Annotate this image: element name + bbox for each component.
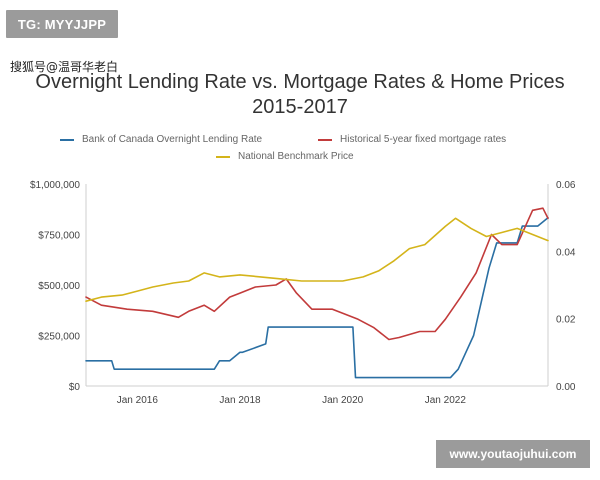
sohu-watermark: 搜狐号@温哥华老白: [10, 60, 119, 74]
legend: Bank of Canada Overnight Lending Rate Hi…: [0, 132, 600, 166]
y-right-tick-label: 0.02: [556, 315, 576, 326]
series-line-mortgage-rate: [85, 207, 549, 341]
legend-label-mortgage-rate: Historical 5-year fixed mortgage rates: [340, 134, 507, 145]
legend-swatch-mortgage-rate: [318, 138, 332, 141]
chart-title: Overnight Lending Rate vs. Mortgage Rate…: [35, 71, 565, 93]
y-left-tick-label: $500,000: [38, 281, 80, 292]
series-line-home-price: [85, 217, 549, 303]
chart-subtitle: 2015-2017: [252, 96, 348, 118]
x-tick-label: Jan 2016: [117, 395, 159, 406]
legend-label-home-price: National Benchmark Price: [238, 151, 354, 162]
x-tick-label: Jan 2018: [219, 395, 261, 406]
legend-swatch-policy-rate: [60, 138, 74, 141]
telegram-badge: TG: MYYJJPP: [6, 10, 118, 38]
y-left-tick-label: $750,000: [38, 231, 80, 242]
x-tick-label: Jan 2022: [425, 395, 467, 406]
y-left-tick-label: $1,000,000: [30, 180, 80, 191]
series-line-policy-rate: [85, 216, 549, 379]
y-right-tick-label: 0.00: [556, 382, 576, 393]
legend-item-policy-rate: Bank of Canada Overnight Lending Rate: [60, 134, 262, 145]
y-left-tick-label: $0: [69, 382, 81, 393]
legend-item-mortgage-rate: Historical 5-year fixed mortgage rates: [318, 134, 506, 145]
x-tick-label: Jan 2020: [322, 395, 364, 406]
y-left-tick-label: $250,000: [38, 332, 80, 343]
website-badge: www.youtaojuhui.com: [436, 440, 590, 468]
legend-item-home-price: National Benchmark Price: [216, 151, 354, 162]
y-right-tick-label: 0.04: [556, 247, 576, 258]
y-right-tick-label: 0.06: [556, 180, 576, 191]
legend-label-policy-rate: Bank of Canada Overnight Lending Rate: [82, 134, 263, 145]
legend-swatch-home-price: [216, 155, 230, 158]
